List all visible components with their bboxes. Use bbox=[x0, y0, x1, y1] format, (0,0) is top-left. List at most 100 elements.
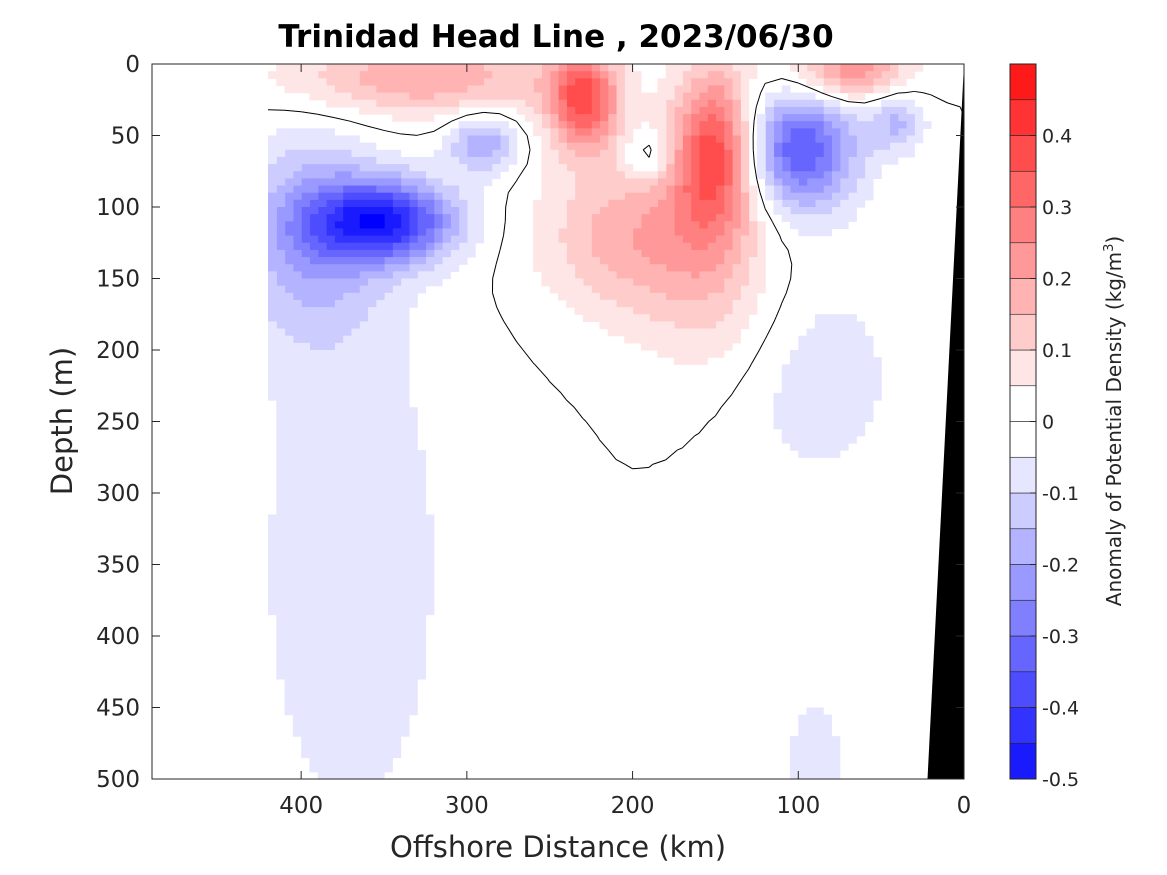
field-cell bbox=[350, 78, 360, 87]
field-cell bbox=[524, 106, 534, 115]
field-cell bbox=[334, 528, 344, 537]
field-cell bbox=[814, 321, 824, 330]
field-cell bbox=[889, 64, 899, 72]
field-cell bbox=[392, 442, 402, 451]
zero-contour-segment bbox=[507, 180, 517, 193]
zero-contour-segment bbox=[764, 335, 768, 340]
field-cell bbox=[889, 114, 899, 122]
field-cell bbox=[367, 357, 377, 365]
field-cell bbox=[814, 400, 824, 408]
field-cell bbox=[549, 164, 559, 172]
bathymetry-mask bbox=[927, 64, 964, 779]
field-cell bbox=[334, 278, 344, 287]
field-cell bbox=[425, 571, 435, 580]
field-cell bbox=[359, 757, 369, 766]
field-cell bbox=[732, 71, 741, 79]
field-cell bbox=[897, 149, 907, 158]
field-cell bbox=[375, 764, 385, 773]
field-cell bbox=[301, 156, 311, 165]
field-cell bbox=[740, 264, 750, 272]
field-cell bbox=[607, 92, 617, 101]
zero-contour-segment bbox=[753, 164, 758, 179]
field-cell bbox=[392, 321, 402, 330]
field-cell bbox=[276, 242, 286, 251]
field-cell bbox=[342, 500, 352, 508]
field-cell bbox=[450, 78, 460, 87]
field-cell bbox=[326, 485, 335, 494]
field-cell bbox=[400, 278, 410, 287]
field-cell bbox=[317, 707, 327, 716]
field-cell bbox=[342, 593, 352, 601]
field-cell bbox=[558, 292, 567, 301]
field-cell bbox=[864, 178, 874, 187]
field-cell bbox=[268, 142, 277, 151]
field-cell bbox=[723, 285, 733, 294]
field-cell bbox=[417, 156, 427, 165]
field-cell bbox=[665, 78, 675, 87]
field-cell bbox=[359, 299, 369, 308]
field-cell bbox=[864, 142, 874, 151]
field-cell bbox=[790, 428, 799, 437]
field-cell bbox=[375, 578, 385, 587]
field-cell bbox=[392, 249, 402, 258]
field-cell bbox=[326, 221, 335, 230]
field-cell bbox=[400, 578, 410, 587]
field-cell bbox=[798, 357, 808, 365]
zero-contour-segment bbox=[790, 264, 793, 279]
field-cell bbox=[284, 214, 294, 222]
field-cell bbox=[591, 78, 601, 87]
field-cell bbox=[317, 92, 327, 101]
field-cell bbox=[309, 657, 319, 666]
field-cell bbox=[657, 314, 667, 322]
field-cell bbox=[408, 78, 418, 87]
field-cell bbox=[591, 164, 601, 172]
field-cell bbox=[317, 721, 327, 730]
field-cell bbox=[417, 106, 427, 115]
field-cell bbox=[591, 121, 601, 129]
field-cell bbox=[284, 485, 294, 494]
field-cell bbox=[367, 593, 377, 601]
field-cell bbox=[268, 221, 277, 230]
field-cell bbox=[450, 257, 460, 265]
field-cell bbox=[674, 342, 683, 351]
field-cell bbox=[881, 142, 891, 151]
field-cell bbox=[400, 92, 410, 101]
field-cell bbox=[326, 371, 335, 380]
field-cell bbox=[765, 135, 775, 144]
field-cell bbox=[541, 221, 551, 230]
field-cell bbox=[574, 199, 584, 208]
field-cell bbox=[400, 671, 410, 680]
field-cell bbox=[881, 99, 891, 108]
field-cell bbox=[442, 71, 451, 79]
field-cell bbox=[698, 350, 708, 358]
field-cell bbox=[599, 242, 609, 251]
field-cell bbox=[301, 421, 311, 430]
field-cell bbox=[408, 643, 418, 651]
field-cell bbox=[624, 135, 634, 144]
field-cell bbox=[674, 64, 683, 72]
field-cell bbox=[674, 285, 683, 294]
field-cell bbox=[790, 764, 799, 773]
field-cell bbox=[400, 728, 410, 737]
field-cell bbox=[798, 149, 808, 158]
field-cell bbox=[301, 650, 311, 659]
field-cell bbox=[839, 421, 849, 430]
field-cell bbox=[574, 121, 584, 129]
field-cell bbox=[674, 214, 683, 222]
field-cell bbox=[624, 114, 634, 122]
field-cell bbox=[814, 364, 824, 373]
field-cell bbox=[392, 307, 402, 315]
field-cell bbox=[276, 407, 286, 415]
field-cell bbox=[342, 564, 352, 573]
field-cell bbox=[823, 106, 833, 115]
field-cell bbox=[326, 178, 335, 187]
field-cell bbox=[309, 750, 319, 759]
field-cell bbox=[400, 721, 410, 730]
field-cell bbox=[657, 264, 667, 272]
field-cell bbox=[284, 507, 294, 516]
field-cell bbox=[417, 178, 427, 187]
field-cell bbox=[599, 106, 609, 115]
field-cell bbox=[334, 364, 344, 373]
field-cell bbox=[657, 299, 667, 308]
field-cell bbox=[292, 593, 302, 601]
